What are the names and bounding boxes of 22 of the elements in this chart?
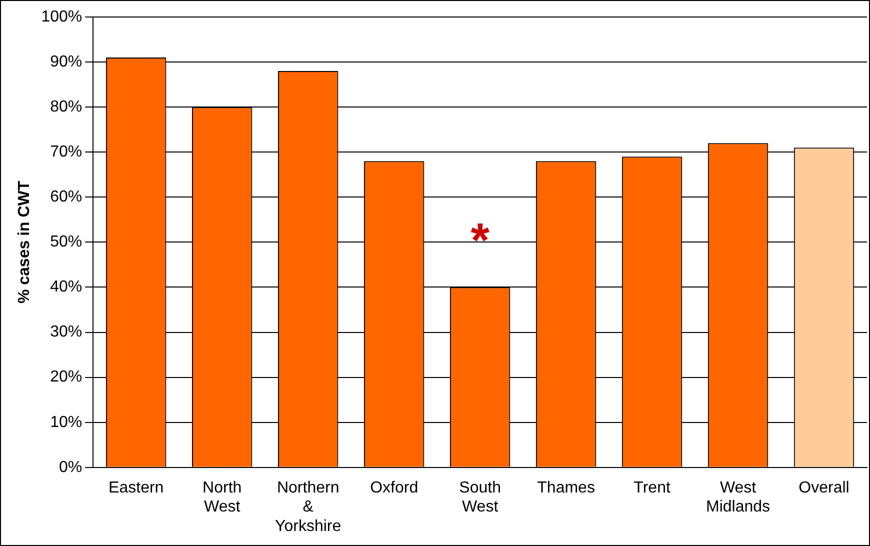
y-tick-label: 80% <box>50 98 82 116</box>
x-tick-label: Oxford <box>370 479 418 496</box>
x-tick-label: Northern & Yorkshire <box>275 479 342 535</box>
x-tick-label: Trent <box>634 479 671 496</box>
y-tick-label: 0% <box>58 458 82 476</box>
y-tick-label: 100% <box>41 8 82 26</box>
y-tick-label: 10% <box>50 414 82 431</box>
y-tick-label: 70% <box>50 144 82 161</box>
y-tick-label: 30% <box>50 324 82 341</box>
y-axis-title: % cases in CWT <box>16 180 34 304</box>
y-tick-label: 90% <box>50 53 82 70</box>
x-tick-label: Thames <box>537 479 595 496</box>
x-tick-label: South West <box>459 479 501 516</box>
x-tick-label: West Midlands <box>706 479 770 516</box>
y-tick-label: 60% <box>50 188 82 206</box>
annotation: * <box>470 214 490 268</box>
x-tick-label: Overall <box>798 479 850 496</box>
x-tick-label: North West <box>202 479 242 516</box>
y-tick-label: 40% <box>50 278 82 296</box>
y-tick-label: 50% <box>50 234 82 251</box>
x-tick-label: Eastern <box>108 479 164 496</box>
y-tick-label: 20% <box>50 368 82 386</box>
